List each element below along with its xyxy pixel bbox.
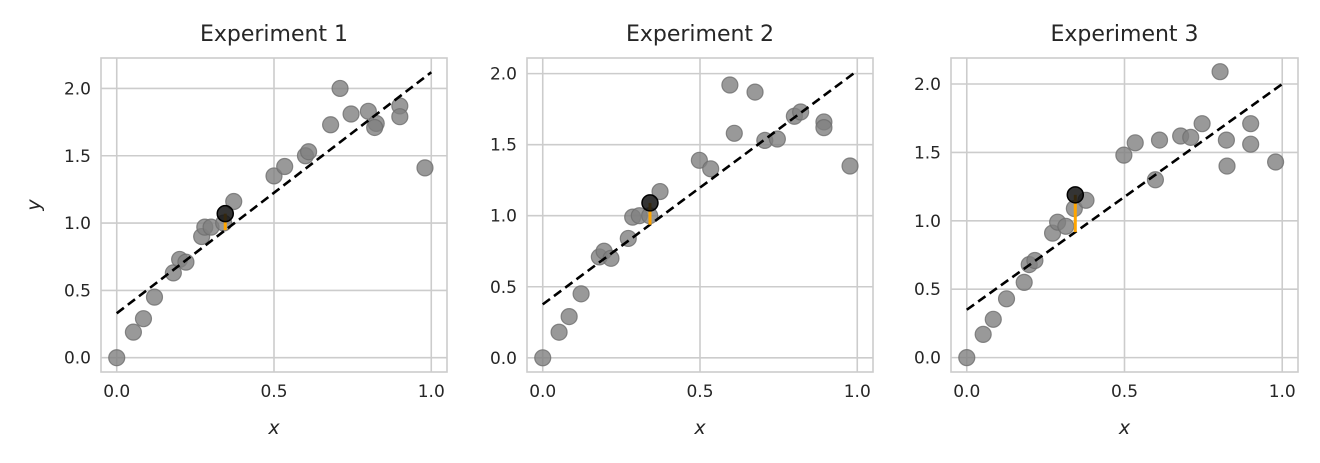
data-point [997, 290, 1016, 308]
fit-line [115, 71, 433, 315]
data-point [366, 118, 384, 137]
subplot-title: Experiment 1 [200, 22, 348, 47]
y-tick-label: 1.5 [914, 143, 941, 163]
data-point [1126, 134, 1144, 152]
data-point [572, 285, 590, 303]
fit-line [541, 69, 859, 306]
data-point [1150, 131, 1169, 149]
x-tick-label: 0.0 [953, 382, 980, 402]
data-point [359, 102, 377, 120]
data-point [550, 323, 568, 341]
data-point [276, 157, 294, 176]
x-tick-label: 1.0 [1269, 382, 1296, 402]
x-axis-label: x [267, 417, 280, 439]
y-tick-label: 1.0 [914, 212, 941, 232]
axes-frame [100, 57, 448, 373]
data-point [1193, 115, 1211, 133]
data-point [958, 349, 976, 367]
data-point [124, 323, 142, 341]
y-tick-label: 0.0 [914, 349, 941, 369]
y-tick-label: 2.0 [914, 75, 941, 95]
data-point [177, 253, 195, 271]
highlighted-point [1066, 186, 1085, 204]
data-point [108, 349, 126, 367]
data-point [134, 310, 153, 328]
highlighted-point [216, 204, 234, 223]
data-point [721, 76, 739, 94]
x-tick-label: 0.5 [1111, 382, 1138, 402]
data-point [560, 307, 578, 326]
x-tick-label: 0.5 [686, 382, 713, 402]
x-tick-label: 0.0 [103, 382, 130, 402]
y-tick-label: 0.0 [64, 349, 91, 369]
y-tick-label: 0.5 [64, 281, 91, 301]
data-point [342, 105, 360, 123]
data-point [145, 288, 164, 306]
y-tick-label: 1.5 [64, 147, 91, 167]
data-point [1146, 171, 1165, 189]
x-tick-label: 0.5 [260, 382, 287, 402]
data-point [225, 192, 243, 211]
x-tick-label: 1.0 [844, 382, 871, 402]
y-tick-label: 0.5 [490, 278, 517, 298]
highlighted-point [641, 194, 659, 212]
fit-line [966, 82, 1283, 311]
data-point [702, 160, 720, 178]
data-point [1211, 63, 1229, 81]
data-point [322, 116, 340, 134]
subplot-2: 0.0 0.5 1.0 0.0 0.5 1.0 1.5 2.0 Experiment 2 x [490, 22, 874, 439]
data-point [1242, 135, 1260, 153]
data-point [746, 83, 764, 101]
data-point [984, 310, 1002, 328]
data-point [416, 159, 434, 177]
subplot-1: 0.0 0.5 1.0 0.0 0.5 1.0 1.5 2.0 Experiment 1 x y [23, 22, 448, 439]
data-point [1217, 131, 1235, 149]
subplot-3: 0.0 0.5 1.0 0.0 0.5 1.0 1.5 2.0 Experiment 3 x [914, 22, 1299, 439]
data-point [300, 143, 318, 161]
data-point [1242, 115, 1260, 133]
x-tick-label: 1.0 [418, 382, 445, 402]
x-axis-label: x [693, 417, 706, 439]
data-point [1218, 157, 1236, 175]
y-axis-label: y [23, 199, 45, 212]
data-point [265, 167, 283, 185]
y-tick-label: 0.5 [914, 280, 941, 300]
y-tick-label: 2.0 [64, 79, 91, 99]
data-point [651, 182, 669, 201]
y-tick-label: 0.0 [490, 349, 517, 369]
data-point [391, 108, 409, 126]
subplot-title: Experiment 3 [1050, 22, 1198, 47]
x-axis-label: x [1118, 417, 1131, 439]
x-tick-label: 0.0 [529, 382, 556, 402]
y-tick-label: 1.0 [490, 207, 517, 227]
subplot-title: Experiment 2 [626, 22, 774, 47]
y-tick-label: 1.5 [490, 136, 517, 156]
data-point [534, 349, 552, 367]
y-tick-label: 1.0 [64, 214, 91, 234]
data-point [1015, 273, 1033, 291]
data-point [1267, 153, 1285, 171]
data-point [841, 157, 859, 175]
axes-frame [526, 57, 874, 373]
data-point [690, 151, 708, 169]
data-point [725, 124, 743, 142]
data-point [1115, 146, 1133, 164]
data-point [974, 325, 992, 343]
y-tick-label: 2.0 [490, 65, 517, 85]
data-point [1182, 128, 1200, 146]
data-point [1057, 217, 1075, 235]
data-point [815, 119, 833, 137]
axes-frame [950, 57, 1299, 373]
data-point [331, 79, 349, 98]
data-point [768, 130, 786, 148]
